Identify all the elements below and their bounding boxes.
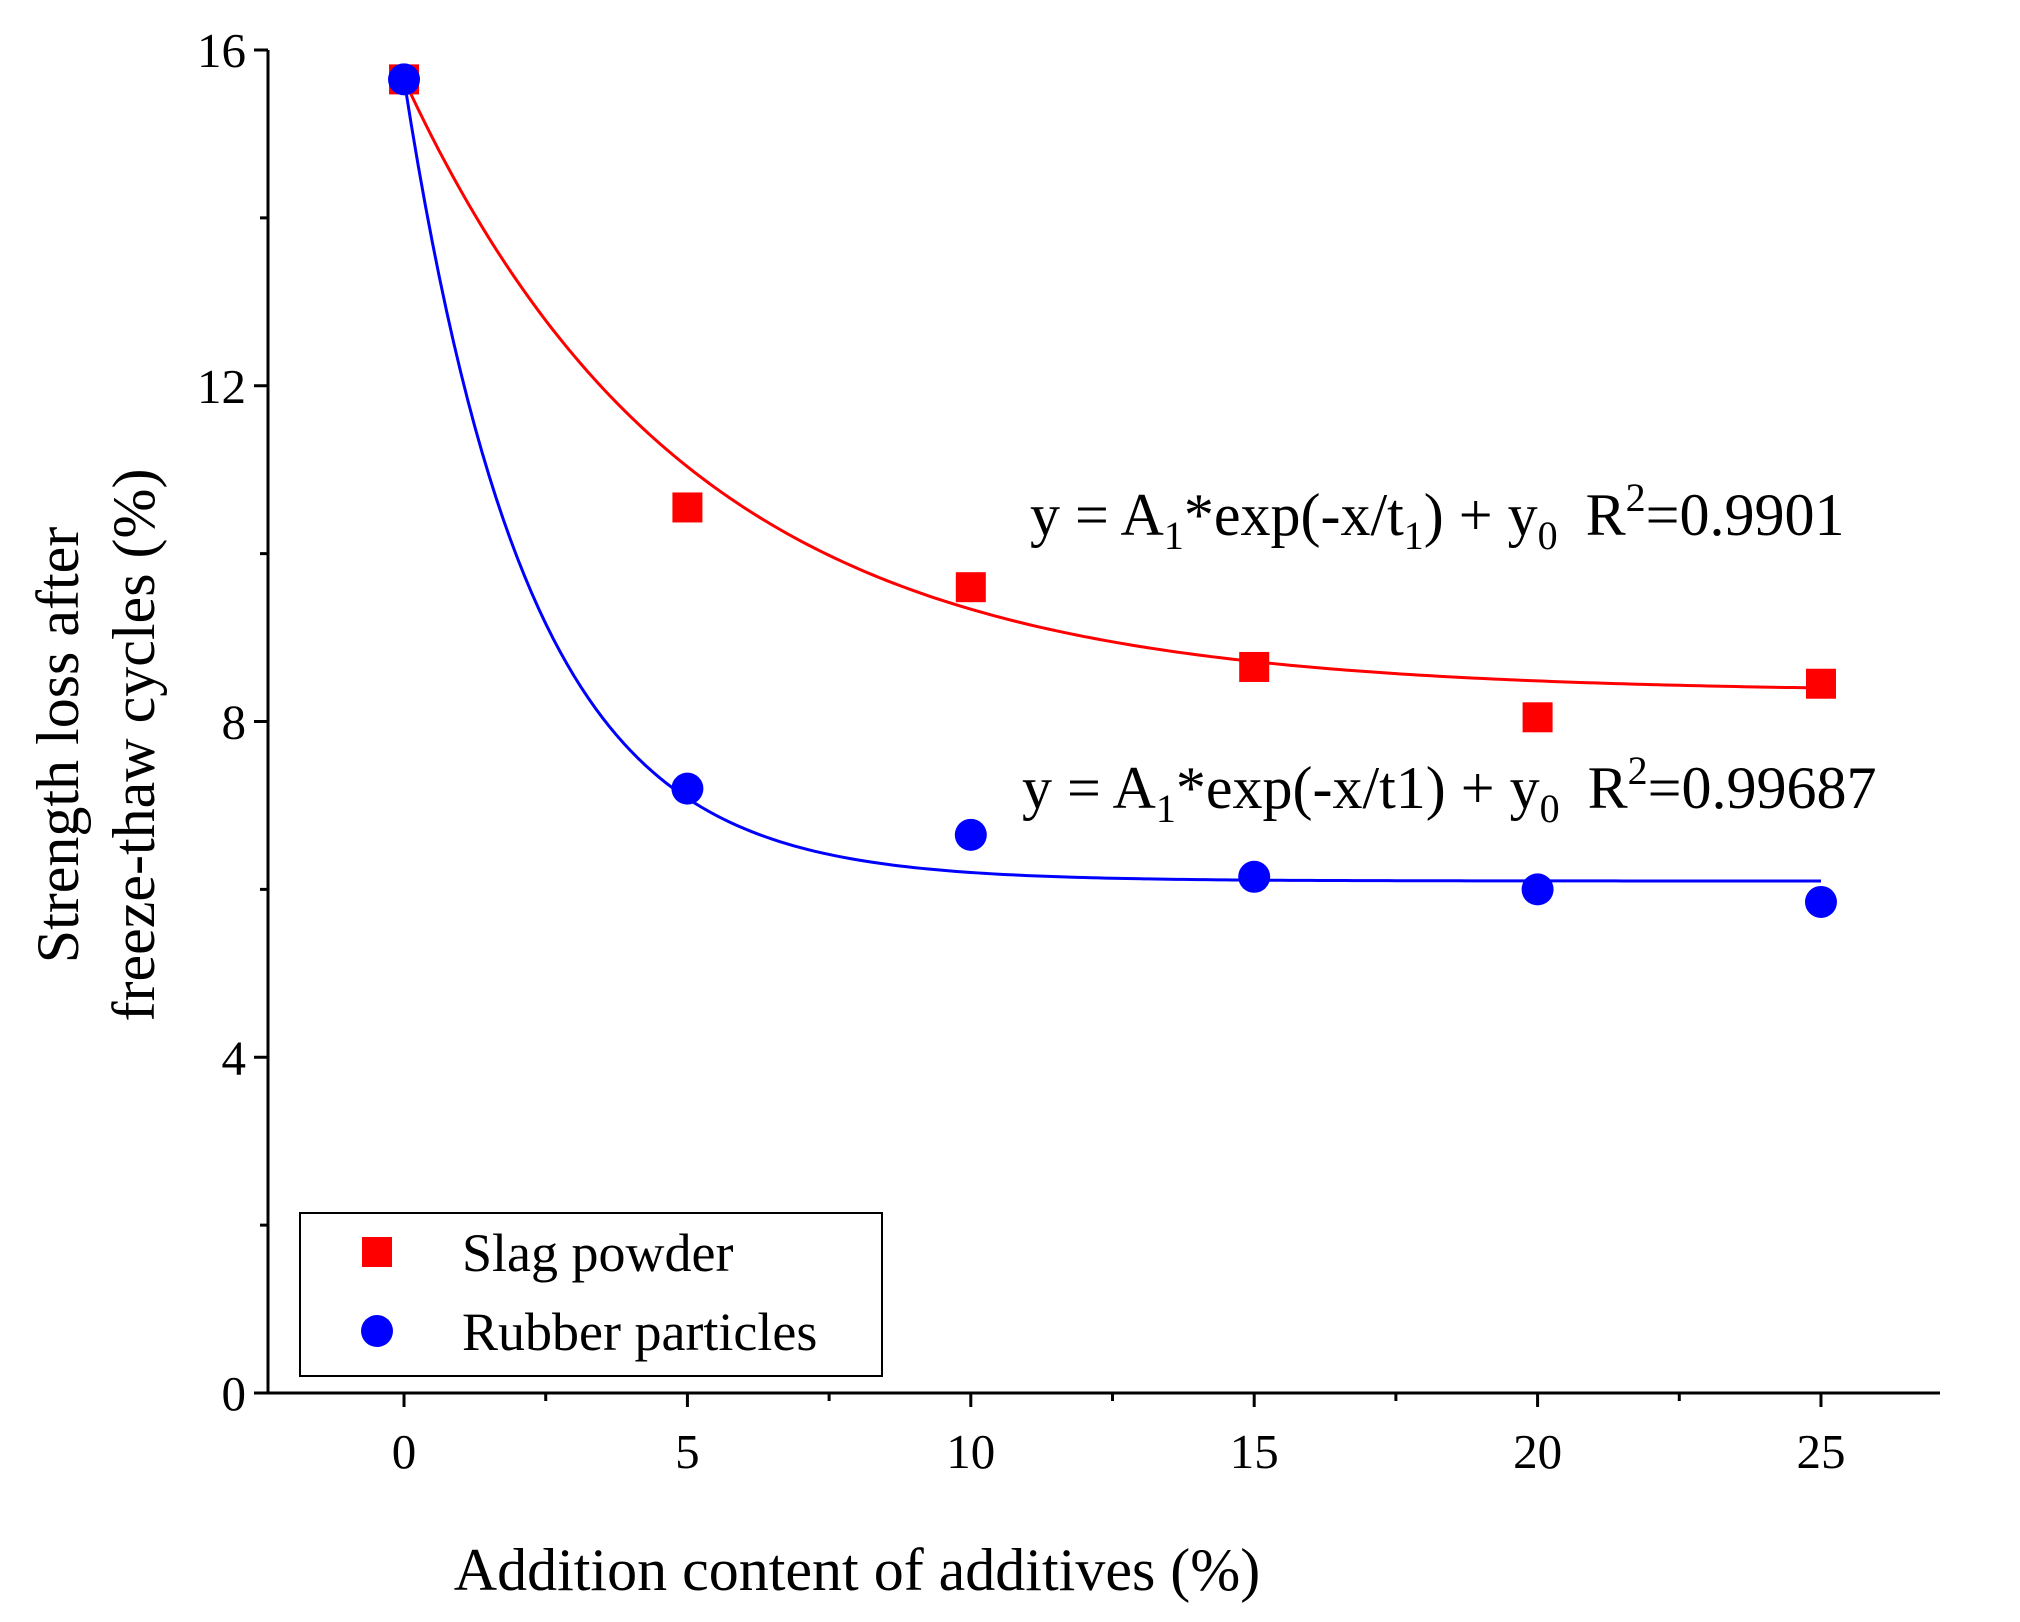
- point-slag-powder-15: [1239, 651, 1270, 682]
- eq1-sub3: 0: [1538, 513, 1558, 558]
- x-tick-label-20: 20: [1513, 1424, 1562, 1479]
- eq2-sub3: 0: [1540, 786, 1560, 831]
- eq2-sub1: 1: [1156, 786, 1176, 831]
- eq2-main: y = A: [1022, 755, 1156, 821]
- y-ticks: 0 4 8 12 16: [197, 23, 268, 1421]
- y-tick-label-8: 8: [222, 695, 247, 750]
- y-axis-title-line-1: Strength loss after: [25, 527, 91, 964]
- x-axis-title: Addition content of additives (%): [454, 1537, 1260, 1603]
- point-slag-powder-25: [1805, 668, 1836, 699]
- legend: Slag powder Rubber particles: [299, 1212, 883, 1377]
- point-rubber-particles-10: [954, 818, 987, 851]
- legend-box: [299, 1212, 883, 1377]
- fit-curve-rubber-particles: [402, 79, 1821, 883]
- legend-marker-slag-powder: [362, 1237, 392, 1267]
- point-slag-powder-5: [672, 492, 703, 523]
- eq1-mid: *exp(-x/t: [1184, 482, 1404, 548]
- x-tick-label-25: 25: [1796, 1424, 1845, 1479]
- eq1-r-value: =0.9901: [1646, 482, 1845, 548]
- eq1-sub2: 1: [1404, 513, 1424, 558]
- x-tick-label-5: 5: [675, 1424, 700, 1479]
- x-tick-label-10: 10: [946, 1424, 995, 1479]
- eq2-mid: *exp(-x/t1) + y: [1176, 755, 1540, 821]
- point-rubber-particles-5: [671, 772, 704, 805]
- eq1-main: y = A: [1030, 482, 1164, 548]
- y-tick-label-4: 4: [222, 1030, 247, 1085]
- fit-curve-slag-powder: [402, 78, 1822, 690]
- point-rubber-particles-20: [1521, 873, 1554, 906]
- point-slag-powder-10: [955, 572, 986, 603]
- legend-label-rubber-particles: Rubber particles: [462, 1302, 817, 1362]
- equation-slag-powder: y = A1*exp(-x/t1) + y0 R2=0.9901: [1030, 475, 1845, 558]
- point-slag-powder-20: [1522, 702, 1553, 733]
- eq2-r-label: R: [1588, 755, 1628, 821]
- x-tick-label-0: 0: [392, 1424, 417, 1479]
- series-rubber-particles-markers: [388, 63, 1837, 918]
- equation-rubber-particles: y = A1*exp(-x/t1) + y0 R2=0.99687: [1022, 748, 1876, 831]
- y-axis-title-line-2: freeze-thaw cycles (%): [101, 469, 167, 1022]
- y-tick-label-12: 12: [197, 359, 246, 414]
- series-slag-powder-markers: [389, 64, 1836, 733]
- eq1-tail: ) + y: [1424, 482, 1538, 548]
- legend-label-slag-powder: Slag powder: [462, 1223, 733, 1283]
- eq2-r-value: =0.99687: [1648, 755, 1877, 821]
- eq1-r-label: R: [1586, 482, 1626, 548]
- point-rubber-particles-0: [388, 63, 421, 96]
- eq1-sub1: 1: [1164, 513, 1184, 558]
- y-axis-title: Strength loss after freeze-thaw cycles (…: [25, 469, 167, 1022]
- x-tick-label-15: 15: [1230, 1424, 1279, 1479]
- x-ticks: 0 5 10 15 20 25: [392, 1393, 1845, 1479]
- eq2-r-sup: 2: [1628, 748, 1648, 793]
- legend-marker-rubber-particles: [361, 1315, 393, 1347]
- y-tick-label-16: 16: [197, 23, 246, 78]
- point-rubber-particles-15: [1238, 860, 1271, 893]
- eq1-r-sup: 2: [1626, 475, 1646, 520]
- y-tick-label-0: 0: [222, 1366, 247, 1421]
- point-rubber-particles-25: [1804, 885, 1837, 918]
